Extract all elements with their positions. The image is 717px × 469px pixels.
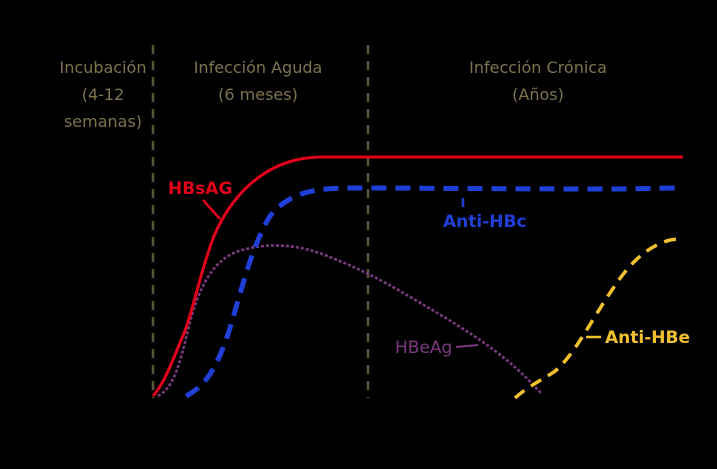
anti-hbc-curve: [184, 185, 684, 399]
phase-chronic-line1: Infección Crónica: [469, 58, 607, 77]
phase-acute-line1: Infección Aguda: [194, 58, 323, 77]
anti-hbc-label: Anti-HBc: [443, 212, 527, 232]
hbeag-curve: [157, 244, 543, 398]
phase-chronic-line2: (Años): [512, 85, 564, 104]
hbeag-leader: [455, 344, 479, 348]
anti-hbe-curve: [513, 237, 684, 400]
hbsag-curve: [151, 155, 683, 398]
hbsag-leader: [202, 199, 221, 220]
phase-acute-line2: (6 meses): [218, 85, 298, 104]
phase-incubation-line2: (4-12: [82, 85, 125, 104]
hbsag-label: HBsAG: [168, 179, 232, 199]
anti-hbe-label: Anti-HBe: [605, 328, 690, 348]
phase-incubation-line1: Incubación: [60, 58, 147, 77]
hbeag-label: HBeAg: [395, 338, 452, 358]
phase-incubation-line3: semanas): [64, 112, 142, 131]
